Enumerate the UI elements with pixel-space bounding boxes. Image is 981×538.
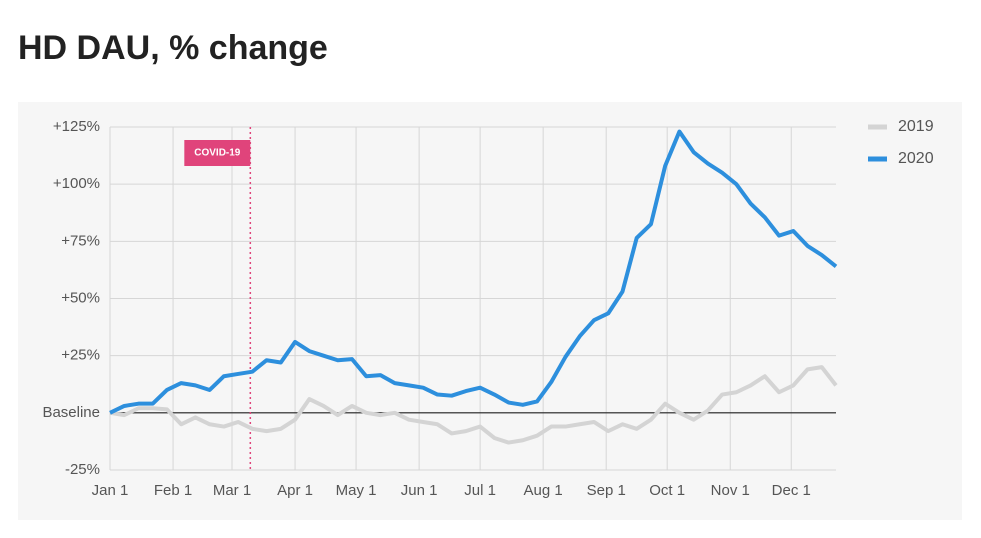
annotation-label: COVID-19	[194, 148, 241, 159]
x-tick-label: May 1	[336, 482, 377, 499]
y-tick-label: +50%	[61, 289, 100, 306]
x-tick-label: Aug 1	[524, 482, 563, 499]
y-tick-label: +125%	[53, 118, 100, 135]
legend-label: 2019	[898, 118, 934, 135]
series-line	[109, 365, 838, 445]
y-tick-label: -25%	[65, 461, 100, 478]
x-tick-label: Jul 1	[464, 482, 496, 499]
x-tick-label: Mar 1	[213, 482, 251, 499]
x-tick-label: Sep 1	[587, 482, 626, 499]
x-tick-label: Nov 1	[711, 482, 750, 499]
x-tick-label: Apr 1	[277, 482, 313, 499]
legend-label: 2020	[898, 150, 934, 167]
annotation-box	[184, 140, 251, 166]
x-tick-label: Oct 1	[649, 482, 685, 499]
chart-title: HD DAU, % change	[18, 29, 328, 67]
series-line	[109, 129, 838, 415]
x-tick-label: Jan 1	[92, 482, 129, 499]
y-tick-label: +100%	[53, 175, 100, 192]
x-tick-label: Feb 1	[154, 482, 192, 499]
x-tick-label: Dec 1	[772, 482, 811, 499]
y-tick-label: Baseline	[42, 404, 100, 421]
x-tick-label: Jun 1	[401, 482, 438, 499]
y-tick-label: +25%	[61, 347, 100, 364]
y-tick-label: +75%	[61, 232, 100, 249]
panel	[18, 102, 962, 520]
